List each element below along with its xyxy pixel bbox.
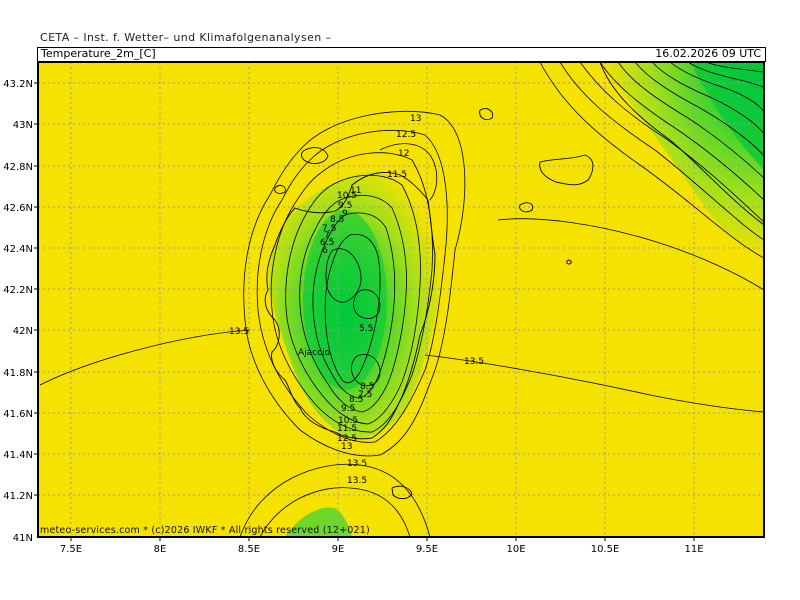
contour-label: 9.5: [338, 201, 352, 211]
lat-label: 42.2N: [3, 285, 33, 296]
contour-label: 5.5: [359, 324, 373, 334]
corsica-mountain-core: [303, 210, 387, 390]
contour-label: 8.5: [360, 382, 374, 392]
lat-label: 43.2N: [3, 79, 33, 90]
lon-label: 8E: [154, 544, 167, 555]
contour-label: 11: [350, 186, 361, 196]
contour-label: 13: [341, 442, 352, 452]
lat-label: 41.2N: [3, 491, 33, 502]
contour-label: 11.5: [337, 424, 357, 434]
lon-label: 7.5E: [60, 544, 82, 555]
grid-lines: [38, 62, 764, 537]
contour-label: 13.5: [464, 357, 484, 367]
contour-label: 13.5: [347, 459, 367, 469]
lat-label: 42.4N: [3, 244, 33, 255]
parameter-label: Temperature_2m_[C]: [41, 47, 156, 60]
contour-label: 12.5: [396, 130, 416, 140]
copyright-footer: meteo-services.com * (c)2026 IWKF * All …: [40, 525, 370, 536]
contour-label: 10.5: [337, 191, 357, 201]
chart-title: CETA – Inst. f. Wetter– und Klimafolgena…: [40, 31, 332, 44]
contour-label: 13.5: [347, 476, 367, 486]
contour-label: 10.5: [338, 416, 358, 426]
coastlines: [264, 62, 764, 500]
lon-label: 10E: [506, 544, 525, 555]
place-label-ajaccio: Ajaccio: [298, 348, 331, 358]
corsica-isotherms: [243, 110, 466, 457]
contour-label: 13.5: [229, 327, 249, 337]
lat-label: 41.8N: [3, 368, 33, 379]
lon-label: 10.5E: [591, 544, 620, 555]
lat-label: 43N: [13, 120, 33, 131]
contour-label: 9.5: [341, 404, 355, 414]
longitude-axis: 7.5E 8E 8.5E 9E 9.5E 10E 10.5E 11E: [60, 537, 704, 555]
lat-label: 42.6N: [3, 203, 33, 214]
italy-inner-zone: [690, 62, 764, 170]
map-frame: [37, 61, 765, 538]
lat-label: 42.8N: [3, 162, 33, 173]
lon-label: 9E: [332, 544, 345, 555]
contour-label: 8.5: [330, 215, 344, 225]
lat-label: 41.4N: [3, 450, 33, 461]
south-isotherms: [39, 329, 764, 537]
lat-label: 41N: [13, 533, 33, 544]
contour-label: 9: [342, 209, 348, 219]
contour-label: 7: [324, 231, 330, 241]
contour-label: 11.5: [387, 170, 407, 180]
contour-label: 13: [410, 114, 421, 124]
south-cool-patch: [285, 507, 352, 537]
italy-isotherms: [497, 62, 764, 291]
contour-label: 6.5: [320, 238, 334, 248]
lon-label: 11E: [684, 544, 703, 555]
latitude-axis: 43.2N 43N 42.8N 42.6N 42.4N 42.2N 42N 41…: [3, 79, 38, 544]
contour-label: 12: [398, 149, 409, 159]
contour-labels: 13 12.5 12 11.5 11 10.5 9.5 9 8.5 7.5 7 …: [229, 114, 484, 486]
valid-time: 16.02.2026 09 UTC: [655, 47, 761, 60]
contour-label: 6: [322, 246, 328, 256]
contour-label: 7.5: [322, 224, 336, 234]
contour-label: 8.5: [349, 395, 363, 405]
contour-label: 7.5: [358, 390, 372, 400]
contour-label: 12.5: [337, 434, 357, 444]
lon-label: 9.5E: [416, 544, 438, 555]
lat-label: 41.6N: [3, 409, 33, 420]
lat-label: 42N: [13, 326, 33, 337]
lon-label: 8.5E: [238, 544, 260, 555]
